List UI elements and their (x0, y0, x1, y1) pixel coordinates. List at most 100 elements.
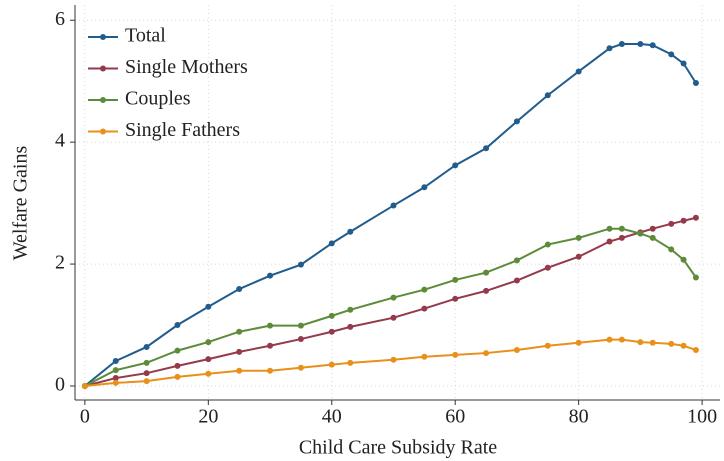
data-point (544, 342, 551, 349)
data-point (236, 348, 243, 355)
data-point (328, 361, 335, 368)
y-tick-label: 4 (55, 130, 65, 152)
data-point (575, 234, 582, 241)
data-point (513, 347, 520, 354)
data-point (328, 240, 335, 247)
legend-label: Single Fathers (125, 119, 240, 141)
data-point (668, 246, 675, 253)
data-point (618, 336, 625, 343)
data-point (606, 225, 613, 232)
data-point (347, 306, 354, 313)
data-point (236, 286, 243, 293)
data-point (236, 328, 243, 335)
data-point (544, 92, 551, 99)
data-point (483, 145, 490, 152)
data-point (267, 342, 274, 349)
data-point (483, 269, 490, 276)
data-point (637, 41, 644, 48)
data-point (606, 238, 613, 245)
data-point (174, 362, 181, 369)
data-point (544, 264, 551, 271)
legend-label: Single Mothers (125, 56, 248, 78)
y-axis-title: Welfare Gains (10, 146, 32, 261)
x-tick-label: 0 (80, 406, 90, 428)
y-tick-label: 2 (55, 252, 65, 274)
data-point (649, 225, 656, 232)
data-point (421, 305, 428, 312)
data-point (421, 353, 428, 360)
data-point (649, 42, 656, 49)
data-point (692, 80, 699, 87)
data-point (112, 367, 119, 374)
data-point (618, 41, 625, 48)
x-tick-label: 100 (687, 406, 717, 428)
data-point (483, 287, 490, 294)
data-point (267, 322, 274, 329)
data-point (143, 359, 150, 366)
data-point (668, 220, 675, 227)
data-point (112, 379, 119, 386)
data-point (680, 256, 687, 263)
data-point (637, 339, 644, 346)
data-point (649, 234, 656, 241)
data-point (692, 347, 699, 354)
data-point (513, 118, 520, 125)
legend-marker (100, 97, 106, 103)
data-point (112, 375, 119, 382)
data-point (143, 343, 150, 350)
data-point (575, 339, 582, 346)
data-point (692, 274, 699, 281)
data-point (297, 364, 304, 371)
legend-marker (100, 34, 106, 40)
data-point (143, 370, 150, 377)
data-point (452, 162, 459, 169)
data-point (618, 225, 625, 232)
data-point (483, 350, 490, 357)
data-point (390, 294, 397, 301)
data-point (637, 230, 644, 237)
data-point (513, 257, 520, 264)
data-point (143, 378, 150, 385)
data-point (205, 303, 212, 310)
data-point (205, 339, 212, 346)
x-tick-label: 80 (569, 406, 589, 428)
data-point (81, 382, 88, 389)
data-point (347, 228, 354, 235)
data-point (680, 217, 687, 224)
data-point (649, 339, 656, 346)
legend-label: Couples (125, 88, 191, 110)
x-axis-title: Child Care Subsidy Rate (299, 437, 497, 459)
data-point (347, 323, 354, 330)
x-tick-label: 60 (445, 406, 465, 428)
data-point (267, 367, 274, 374)
series-line (84, 227, 697, 387)
data-point (421, 184, 428, 191)
data-point (205, 370, 212, 377)
data-point (174, 373, 181, 380)
data-point (297, 322, 304, 329)
data-point (390, 314, 397, 321)
x-tick-label: 40 (322, 406, 342, 428)
data-point (347, 359, 354, 366)
y-tick-label: 0 (55, 374, 65, 396)
data-point (452, 276, 459, 283)
data-point (513, 277, 520, 284)
data-point (174, 322, 181, 329)
data-point (236, 367, 243, 374)
data-point (606, 336, 613, 343)
y-tick-label: 6 (55, 8, 65, 30)
data-point (452, 351, 459, 358)
data-point (390, 356, 397, 363)
data-point (328, 328, 335, 335)
data-point (297, 261, 304, 268)
legend-marker (100, 128, 106, 135)
data-point (606, 45, 613, 52)
data-point (174, 347, 181, 354)
data-point (680, 342, 687, 349)
data-point (267, 272, 274, 279)
legend-label: Total (125, 25, 166, 47)
data-point (575, 68, 582, 75)
data-point (575, 253, 582, 260)
data-point (692, 214, 699, 221)
